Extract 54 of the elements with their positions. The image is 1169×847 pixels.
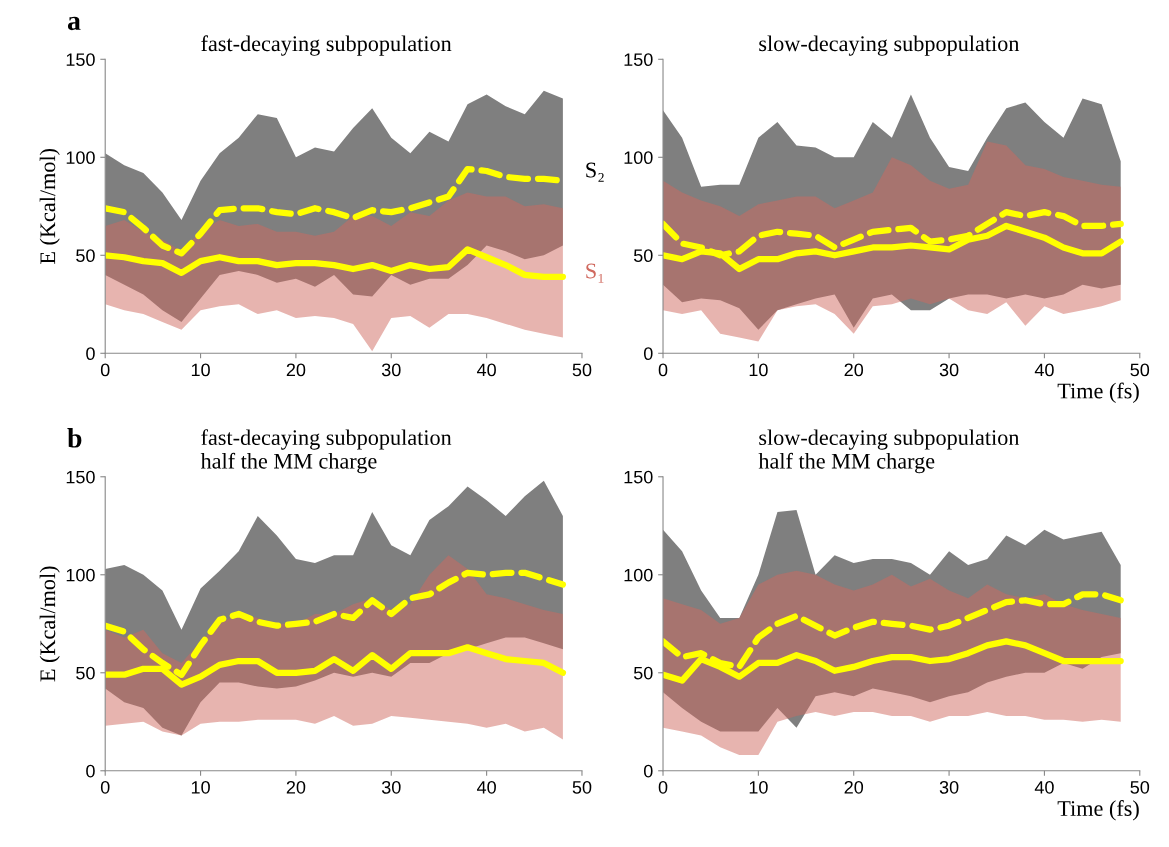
chart-title: slow-decaying subpopulation (759, 35, 1020, 56)
y-tick-label: 0 (86, 764, 95, 778)
y-tick-label: 0 (86, 347, 95, 361)
x-tick-label: 40 (1034, 363, 1054, 377)
y-tick-label: 0 (643, 347, 653, 361)
x-tick-label: 0 (658, 363, 668, 377)
x-tick-label: 10 (749, 363, 768, 377)
text: b (67, 428, 82, 448)
x-axis-title: Time (fs) (1057, 800, 1139, 821)
x-tick-label: 10 (191, 363, 210, 377)
x-tick-label: 30 (381, 363, 401, 377)
x-tick-label: 50 (1130, 363, 1150, 377)
x-tick-label: 50 (1130, 780, 1150, 794)
x-tick-label: 40 (1034, 780, 1054, 794)
x-tick-label: 40 (476, 780, 496, 794)
x-tick-label: 40 (476, 363, 496, 377)
y-tick-label: 50 (633, 666, 653, 680)
text: a (67, 16, 81, 31)
y-axis-title: E (Kcal/mol) (39, 566, 60, 682)
y-tick-label: 150 (624, 53, 653, 67)
x-tick-label: 10 (749, 780, 768, 794)
legend-label: S₁ (586, 263, 604, 283)
chart-subtitle: half the MM charge (200, 452, 377, 474)
y-tick-label: 100 (624, 568, 653, 582)
x-tick-label: 20 (286, 780, 306, 794)
y-tick-label: 150 (66, 470, 95, 484)
x-tick-label: 30 (939, 780, 959, 794)
x-tick-label: 30 (939, 363, 959, 377)
x-tick-label: 30 (381, 780, 401, 794)
y-tick-label: 100 (624, 151, 653, 165)
y-tick-label: 150 (624, 470, 653, 484)
x-tick-label: 0 (658, 780, 668, 794)
y-tick-label: 100 (66, 151, 95, 165)
x-axis-title: Time (fs) (1057, 382, 1139, 403)
y-tick-label: 50 (76, 666, 95, 680)
chart-title: fast-decaying subpopulation (201, 429, 452, 450)
y-tick-label: 0 (643, 764, 653, 778)
x-tick-label: 0 (100, 363, 110, 377)
y-tick-label: 50 (633, 249, 653, 263)
x-tick-label: 10 (191, 780, 210, 794)
x-tick-label: 50 (572, 363, 592, 377)
y-tick-label: 100 (66, 568, 95, 582)
chart-title: slow-decaying subpopulation (759, 429, 1020, 450)
y-tick-label: 50 (76, 249, 95, 263)
x-tick-label: 0 (100, 780, 110, 794)
x-tick-label: 50 (572, 780, 592, 794)
chart-title: fast-decaying subpopulation (201, 35, 452, 56)
y-tick-label: 150 (66, 53, 95, 67)
x-tick-label: 20 (844, 363, 864, 377)
chart-subtitle: half the MM charge (758, 452, 935, 474)
x-tick-label: 20 (286, 363, 306, 377)
legend-label: S₂ (586, 162, 604, 182)
x-tick-label: 20 (844, 780, 864, 794)
y-axis-title: E (Kcal/mol) (39, 148, 60, 264)
